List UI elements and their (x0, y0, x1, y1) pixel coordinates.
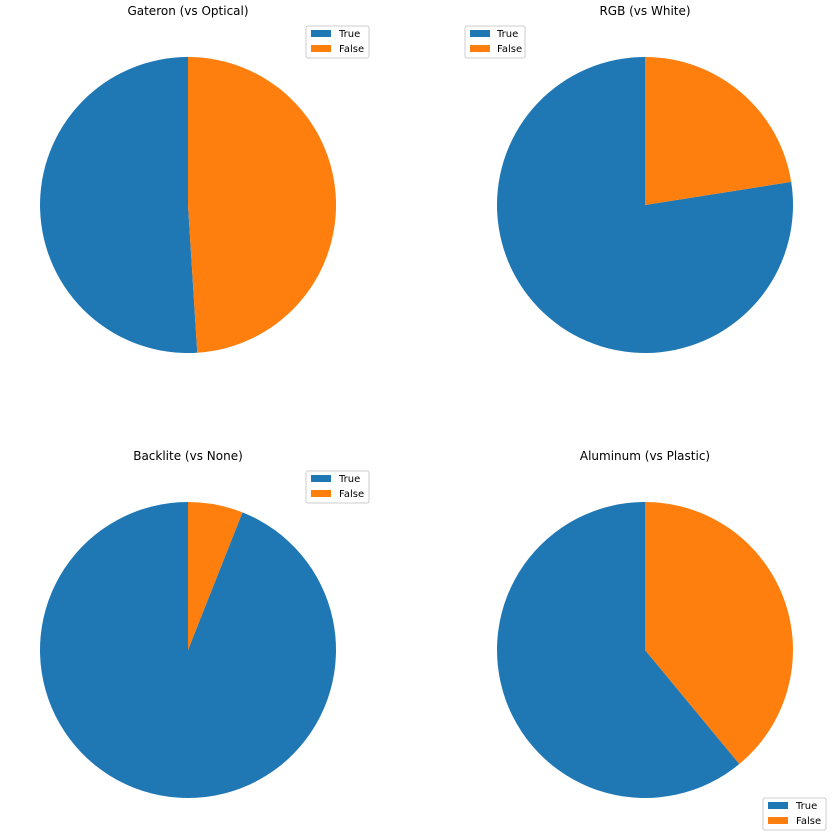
chart-title: Backlite (vs None) (133, 449, 243, 463)
legend: True False (464, 25, 526, 59)
pie-slice-false (645, 502, 794, 765)
legend-label-true: True (338, 29, 360, 40)
pie-slice-true (40, 502, 337, 799)
pie-slice-true (497, 57, 794, 353)
legend-label-true: True (338, 474, 360, 485)
legend: True False (305, 470, 370, 504)
pie-slices (497, 502, 794, 799)
pie-slice-true (497, 502, 740, 799)
legend-label-false: False (796, 816, 821, 827)
legend: True False (762, 797, 827, 831)
legend: True False (305, 25, 370, 59)
pie-chart-backlite: Backlite (vs None) True False (40, 449, 370, 799)
pie-chart-rgb: RGB (vs White) True False (464, 4, 794, 353)
pie-slice-false (188, 502, 243, 650)
chart-title: RGB (vs White) (599, 4, 690, 18)
pie-chart-aluminum: Aluminum (vs Plastic) True False (497, 449, 827, 831)
pie-slice-false (645, 57, 792, 205)
legend-label-false: False (497, 44, 522, 55)
legend-swatch-false (470, 45, 490, 52)
legend-swatch-true (311, 475, 331, 482)
pie-slice-true (40, 57, 198, 353)
legend-label-true: True (496, 29, 518, 40)
chart-title: Aluminum (vs Plastic) (580, 449, 710, 463)
legend-swatch-false (311, 45, 331, 52)
legend-swatch-false (311, 490, 331, 497)
pie-slices (40, 56, 337, 353)
legend-label-true: True (795, 801, 817, 812)
pie-slices (497, 57, 794, 353)
legend-label-false: False (339, 44, 364, 55)
legend-swatch-false (768, 817, 788, 824)
legend-swatch-true (768, 802, 788, 809)
pie-chart-gateron: Gateron (vs Optical) True False (40, 4, 370, 353)
pie-slices (40, 502, 337, 799)
chart-title: Gateron (vs Optical) (127, 4, 248, 18)
legend-swatch-true (470, 30, 490, 37)
legend-label-false: False (339, 489, 364, 500)
legend-swatch-true (311, 30, 331, 37)
pie-slice-false (188, 56, 337, 353)
